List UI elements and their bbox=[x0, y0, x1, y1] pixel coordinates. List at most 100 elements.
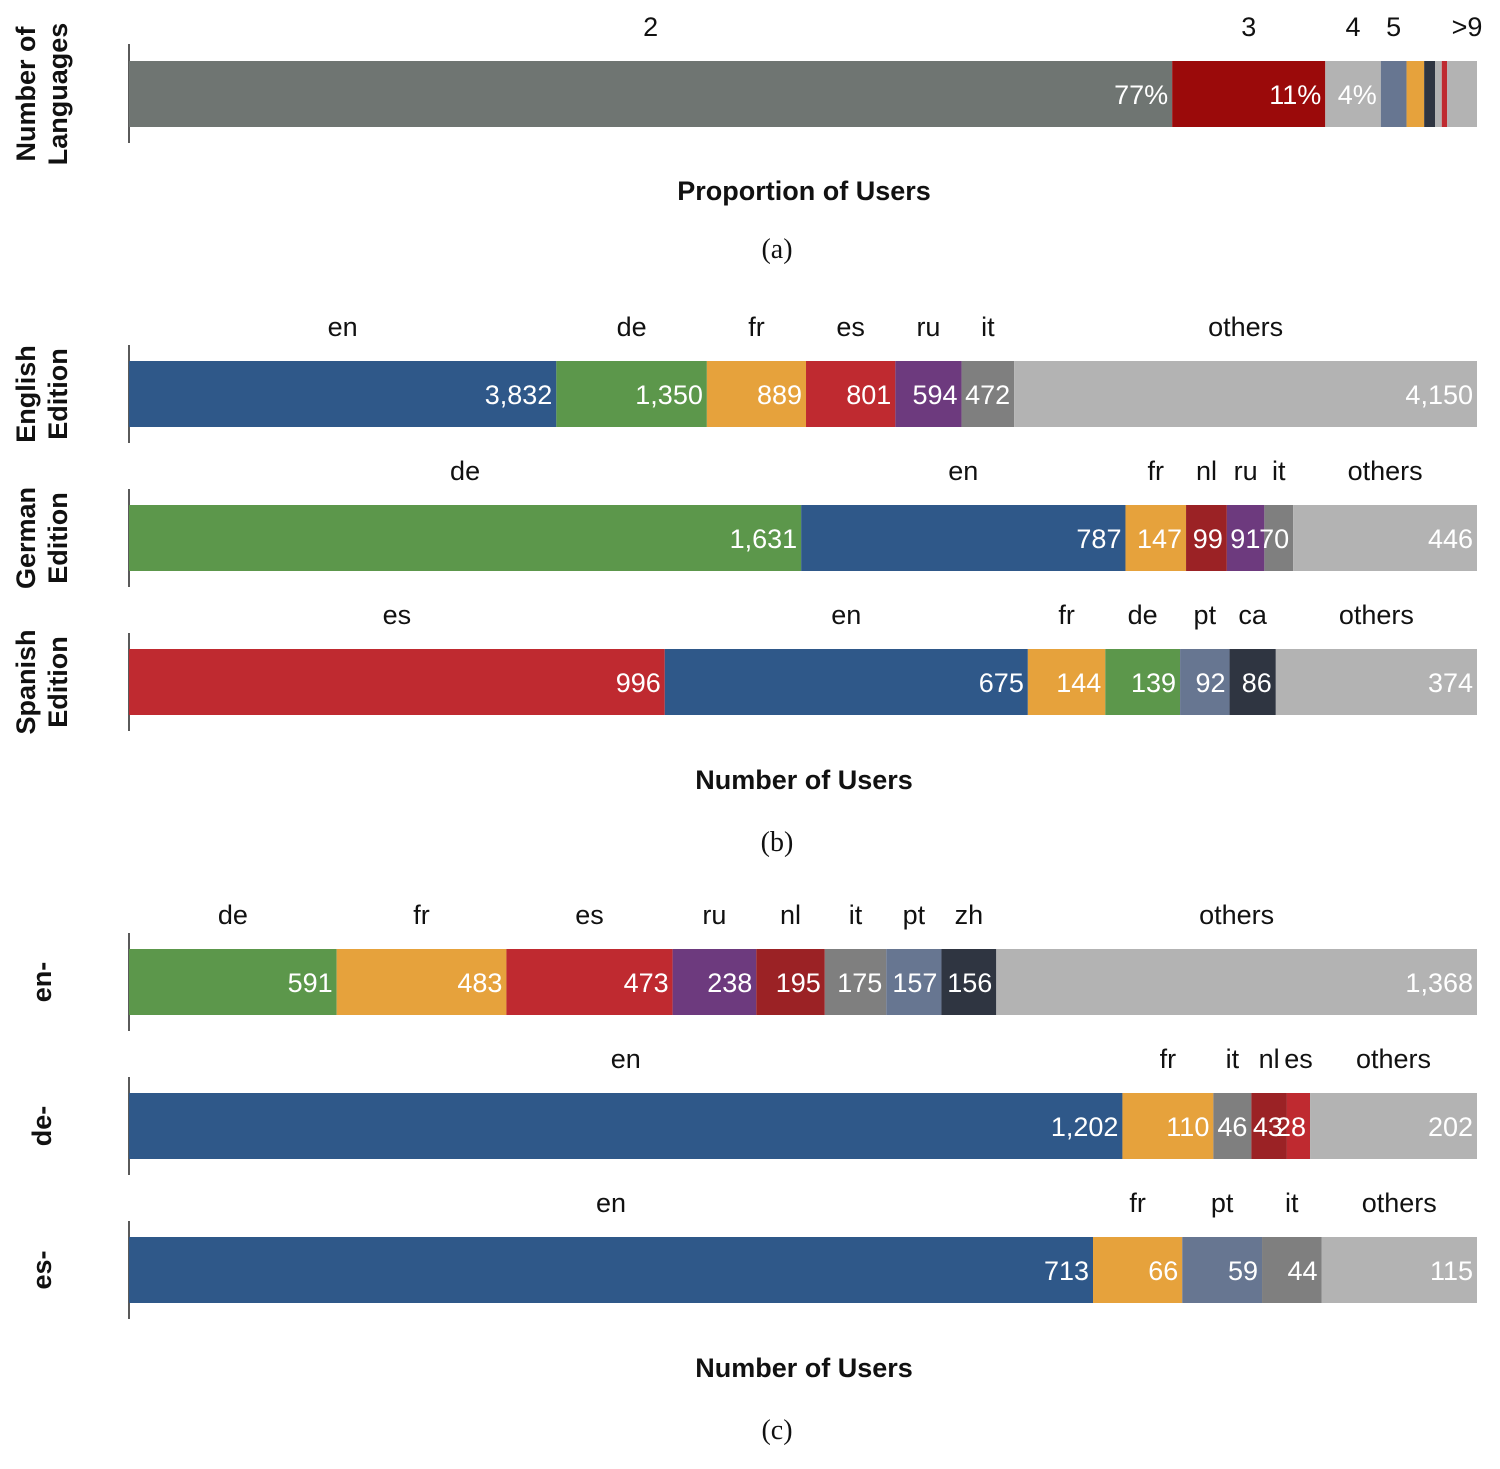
x-axis-title: Proportion of Users bbox=[677, 176, 931, 206]
value-label: 44 bbox=[1287, 1256, 1317, 1286]
value-label: 139 bbox=[1131, 668, 1176, 698]
category-label: others bbox=[1362, 1188, 1437, 1218]
category-label: ru bbox=[702, 900, 726, 930]
bar-segment bbox=[129, 361, 557, 427]
panel-caption: (b) bbox=[761, 827, 794, 858]
value-label: 1,631 bbox=[730, 524, 798, 554]
category-label: de bbox=[617, 312, 647, 342]
bar-segment bbox=[129, 949, 337, 1015]
value-label: 238 bbox=[707, 968, 752, 998]
bar-segment bbox=[1286, 1093, 1311, 1159]
category-label: pt bbox=[1194, 600, 1217, 630]
value-label: 175 bbox=[837, 968, 882, 998]
bar-segment bbox=[806, 361, 896, 427]
row-label: es- bbox=[27, 1250, 57, 1289]
category-label: nl bbox=[1196, 456, 1217, 486]
value-label: 147 bbox=[1137, 524, 1182, 554]
value-label: 77% bbox=[1114, 80, 1168, 110]
row-label: English bbox=[11, 345, 41, 443]
value-label: 59 bbox=[1228, 1256, 1258, 1286]
bar-segment bbox=[1014, 361, 1477, 427]
value-label: 86 bbox=[1242, 668, 1272, 698]
category-label: nl bbox=[780, 900, 801, 930]
bar-segment bbox=[556, 361, 707, 427]
row-label: Edition bbox=[43, 636, 73, 727]
value-label: 446 bbox=[1428, 524, 1473, 554]
bar-segment bbox=[1262, 1237, 1322, 1303]
row-label: Spanish bbox=[11, 629, 41, 734]
value-label: 472 bbox=[965, 380, 1010, 410]
value-label: 144 bbox=[1056, 668, 1101, 698]
panel-caption: (a) bbox=[761, 234, 792, 265]
bar-segment bbox=[506, 949, 673, 1015]
bar-segment bbox=[129, 505, 802, 571]
bar-segment bbox=[1182, 1237, 1263, 1303]
category-label: de bbox=[450, 456, 480, 486]
category-label: 4 bbox=[1346, 12, 1361, 42]
bar-segment bbox=[1172, 61, 1326, 127]
category-label: it bbox=[1226, 1044, 1240, 1074]
value-label: 713 bbox=[1044, 1256, 1089, 1286]
category-label: fr bbox=[1148, 456, 1165, 486]
value-label: 3,832 bbox=[485, 380, 553, 410]
category-label: fr bbox=[1129, 1188, 1146, 1218]
value-label: 675 bbox=[979, 668, 1024, 698]
row-label: Languages bbox=[43, 23, 73, 166]
bar-segment bbox=[664, 649, 1028, 715]
category-label: fr bbox=[413, 900, 430, 930]
category-label: 2 bbox=[643, 12, 658, 42]
bar-segment bbox=[1406, 61, 1425, 127]
bar-segment bbox=[996, 949, 1477, 1015]
bar-row: Spanish Edition es 996 en 675 fr 144 de 139 pt 92 ca… bbox=[11, 600, 1477, 735]
row-label: Edition bbox=[43, 348, 73, 439]
x-axis-title: Number of Users bbox=[695, 1353, 913, 1383]
bar-segment bbox=[1027, 649, 1106, 715]
bar-segment bbox=[129, 1093, 1123, 1159]
category-label: >9 bbox=[1452, 12, 1483, 42]
value-label: 801 bbox=[846, 380, 891, 410]
bar-segment bbox=[1424, 61, 1436, 127]
bar-segment bbox=[961, 361, 1015, 427]
value-label: 46 bbox=[1217, 1112, 1247, 1142]
category-label: ca bbox=[1238, 600, 1268, 630]
category-label: en bbox=[328, 312, 358, 342]
category-label: en bbox=[948, 456, 978, 486]
bar-segment bbox=[129, 649, 665, 715]
bar-segment bbox=[1251, 1093, 1287, 1159]
value-label: 4,150 bbox=[1405, 380, 1473, 410]
value-label: 483 bbox=[457, 968, 502, 998]
bar-segment bbox=[336, 949, 507, 1015]
value-label: 594 bbox=[913, 380, 958, 410]
category-label: others bbox=[1199, 900, 1274, 930]
row-label: Edition bbox=[43, 492, 73, 583]
value-label: 66 bbox=[1148, 1256, 1178, 1286]
value-label: 115 bbox=[1430, 1256, 1473, 1286]
bar-segment bbox=[1447, 61, 1477, 127]
category-label: it bbox=[1272, 456, 1286, 486]
category-label: es bbox=[383, 600, 412, 630]
value-label: 91 bbox=[1230, 524, 1260, 554]
category-label: it bbox=[1285, 1188, 1299, 1218]
bar-row: en-de 591 fr 483 es 473 ru 238 nl 195 it 175 pt 157 zh… bbox=[27, 900, 1477, 1031]
category-label: pt bbox=[1211, 1188, 1234, 1218]
category-label: fr bbox=[748, 312, 765, 342]
row-label: en- bbox=[27, 962, 57, 1003]
value-label: 1,202 bbox=[1051, 1112, 1119, 1142]
bar-segment bbox=[941, 949, 997, 1015]
category-label: fr bbox=[1160, 1044, 1177, 1074]
row-label: de- bbox=[27, 1106, 57, 1147]
category-label: others bbox=[1339, 600, 1414, 630]
category-label: it bbox=[849, 900, 863, 930]
bar-segment bbox=[1226, 505, 1265, 571]
value-label: 591 bbox=[288, 968, 333, 998]
bar-row: es-en 713 fr 66 pt 59 it 44 others 115 bbox=[27, 1188, 1477, 1319]
category-label: it bbox=[981, 312, 995, 342]
category-label: en bbox=[596, 1188, 626, 1218]
category-label: nl bbox=[1259, 1044, 1280, 1074]
value-label: 195 bbox=[776, 968, 821, 998]
category-label: others bbox=[1348, 456, 1423, 486]
bar-segment bbox=[1441, 61, 1448, 127]
value-label: 473 bbox=[624, 968, 669, 998]
category-label: es bbox=[836, 312, 865, 342]
value-label: 70 bbox=[1259, 524, 1289, 554]
